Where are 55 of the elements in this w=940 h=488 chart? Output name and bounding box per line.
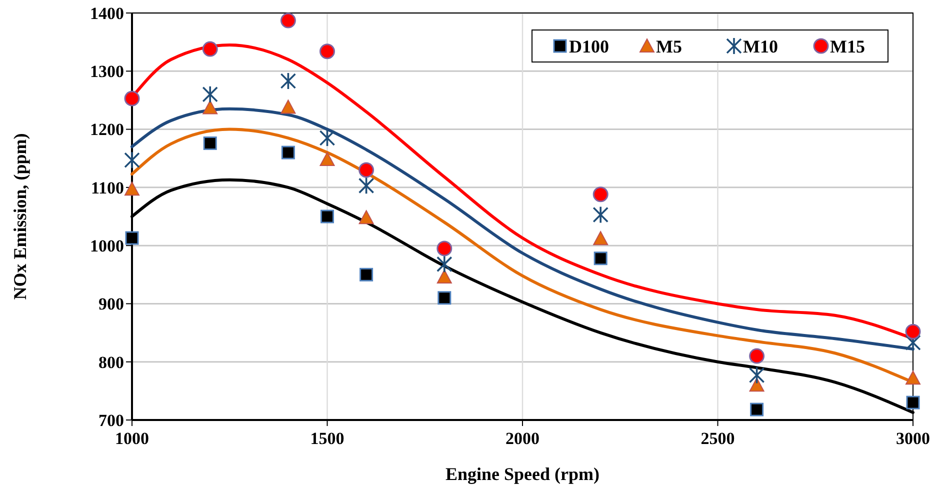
point <box>905 334 921 352</box>
point <box>203 136 217 150</box>
y-tick-label: 900 <box>98 294 124 314</box>
x-tick-label: 2000 <box>506 429 540 448</box>
point <box>750 402 764 416</box>
y-tick-label: 1200 <box>90 120 124 140</box>
point <box>592 186 608 202</box>
y-tick-label: 1300 <box>90 62 124 82</box>
point <box>280 72 296 90</box>
point <box>280 12 296 28</box>
point <box>592 206 608 224</box>
point <box>124 182 140 196</box>
x-tick-label: 1000 <box>115 429 149 448</box>
point <box>358 210 374 224</box>
point <box>280 100 296 114</box>
x-tick-label: 3000 <box>896 429 930 448</box>
point <box>749 378 764 392</box>
point <box>124 90 140 106</box>
x-tick-label: 2500 <box>700 429 735 448</box>
point <box>358 176 374 195</box>
legend-label: M5 <box>656 36 682 56</box>
point <box>748 366 765 384</box>
point <box>319 129 336 147</box>
point <box>281 146 295 160</box>
x-tick-label: 1500 <box>310 429 344 448</box>
point <box>436 255 452 274</box>
x-axis-title: Engine Speed (rpm) <box>445 464 600 484</box>
point <box>438 291 452 305</box>
point <box>358 162 374 178</box>
point <box>593 231 608 246</box>
y-tick-label: 800 <box>98 352 124 372</box>
point <box>202 41 218 57</box>
point <box>202 100 218 114</box>
y-tick-label: 1100 <box>90 178 124 198</box>
point <box>320 210 334 224</box>
legend-label: M15 <box>830 36 865 56</box>
point <box>906 370 920 385</box>
point <box>436 240 452 256</box>
legend-label: M10 <box>743 36 778 56</box>
point <box>594 252 608 266</box>
point <box>320 152 335 166</box>
point <box>360 268 374 282</box>
y-tick-label: 1400 <box>90 4 124 23</box>
point <box>436 269 452 284</box>
y-tick-label: 700 <box>98 410 124 430</box>
point <box>202 86 218 104</box>
point <box>320 44 335 60</box>
point <box>749 348 765 364</box>
legend-label: D100 <box>569 36 609 56</box>
y-tick-label: 1000 <box>90 236 124 256</box>
point <box>124 151 140 169</box>
point <box>125 231 139 245</box>
point <box>905 324 921 340</box>
point <box>906 396 920 410</box>
y-axis-title: NOx Emission, (ppm) <box>10 133 30 300</box>
